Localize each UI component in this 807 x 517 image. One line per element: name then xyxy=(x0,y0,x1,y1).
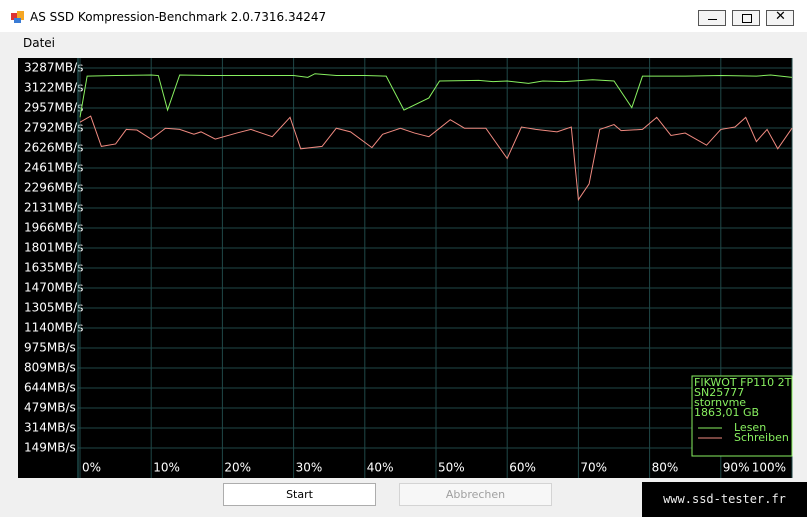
x-tick-label: 10% xyxy=(153,461,180,475)
y-tick-label: 1140MB/s xyxy=(24,320,83,334)
start-button[interactable]: Start xyxy=(223,483,376,506)
cancel-button: Abbrechen xyxy=(399,483,552,506)
menu-item[interactable]: Datei xyxy=(23,36,56,50)
y-tick-label: 809MB/s xyxy=(24,361,76,375)
window-title: AS SSD Kompression-Benchmark 2.0.7316.34… xyxy=(30,10,327,24)
series-line xyxy=(79,73,793,118)
y-tick-label: 2461MB/s xyxy=(24,161,83,175)
y-tick-label: 1966MB/s xyxy=(24,220,83,234)
y-tick-label: 3122MB/s xyxy=(24,81,83,95)
title-bar: AS SSD Kompression-Benchmark 2.0.7316.34… xyxy=(0,0,807,32)
x-tick-label: 70% xyxy=(580,461,607,475)
y-tick-label: 1801MB/s xyxy=(24,240,83,254)
y-tick-label: 2792MB/s xyxy=(24,120,83,134)
y-tick-label: 2626MB/s xyxy=(24,141,83,155)
y-tick-label: 479MB/s xyxy=(24,401,76,415)
series-line xyxy=(79,115,793,202)
y-tick-label: 2296MB/s xyxy=(24,181,83,195)
x-tick-label: 80% xyxy=(652,461,679,475)
chart: 3287MB/s 3122MB/s 2957MB/s 2792MB/s 2626MB/s… xyxy=(18,58,799,478)
x-tick-label: 0% xyxy=(82,461,101,475)
y-tick-label: 149MB/s xyxy=(24,440,76,454)
minimize-button[interactable] xyxy=(698,10,726,26)
y-tick-label: 975MB/s xyxy=(24,340,76,354)
legend-header: stornvme xyxy=(694,396,746,409)
y-tick-label: 3287MB/s xyxy=(24,61,83,75)
x-tick-label: 60% xyxy=(509,461,536,475)
y-tick-label: 1635MB/s xyxy=(24,261,83,275)
legend-header: FIKWOT FP110 2TB xyxy=(694,376,799,389)
x-tick-label: 40% xyxy=(367,461,394,475)
watermark: www.ssd-tester.fr xyxy=(642,482,807,517)
y-tick-label: 1470MB/s xyxy=(24,281,83,295)
close-button[interactable]: ✕ xyxy=(766,9,794,26)
y-tick-label: 2957MB/s xyxy=(24,101,83,115)
x-tick-label: 30% xyxy=(296,461,323,475)
x-tick-label: 50% xyxy=(438,461,465,475)
y-tick-label: 314MB/s xyxy=(24,420,76,434)
legend-label: Schreiben xyxy=(734,431,789,444)
maximize-button[interactable] xyxy=(732,10,760,26)
legend-header: 1863,01 GB xyxy=(694,406,759,419)
y-tick-label: 2131MB/s xyxy=(24,201,83,215)
legend-label: Lesen xyxy=(734,421,766,434)
legend-box xyxy=(691,375,793,457)
app-icon xyxy=(11,11,24,23)
y-tick-label: 1305MB/s xyxy=(24,301,83,315)
x-tick-label: 100% xyxy=(752,461,786,475)
y-tick-label: 644MB/s xyxy=(24,381,76,395)
x-tick-label: 90% xyxy=(723,461,750,475)
legend-header: SN25777 xyxy=(694,386,744,399)
x-tick-label: 20% xyxy=(224,461,251,475)
